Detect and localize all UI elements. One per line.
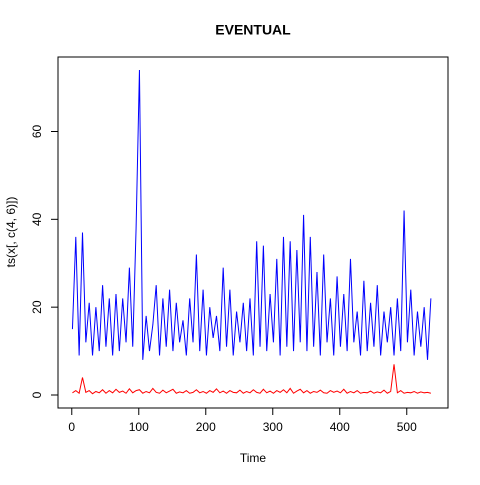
x-axis-label: Time xyxy=(240,451,267,465)
y-tick-label: 0 xyxy=(30,391,44,398)
y-tick-label: 20 xyxy=(30,300,44,314)
y-tick-label: 40 xyxy=(30,212,44,226)
series-line xyxy=(71,69,432,360)
x-tick-label: 0 xyxy=(68,420,75,434)
series-line xyxy=(72,364,432,395)
x-tick-label: 200 xyxy=(196,420,216,434)
y-tick-label: 60 xyxy=(30,124,44,138)
plot-frame xyxy=(57,56,449,409)
x-tick-label: 300 xyxy=(263,420,283,434)
x-tick-label: 500 xyxy=(397,420,417,434)
chart-title: EVENTUAL xyxy=(215,22,291,38)
x-tick-label: 100 xyxy=(129,420,149,434)
y-axis-label: ts(x[, c(4, 6)]) xyxy=(4,197,18,268)
x-tick-label: 400 xyxy=(330,420,350,434)
